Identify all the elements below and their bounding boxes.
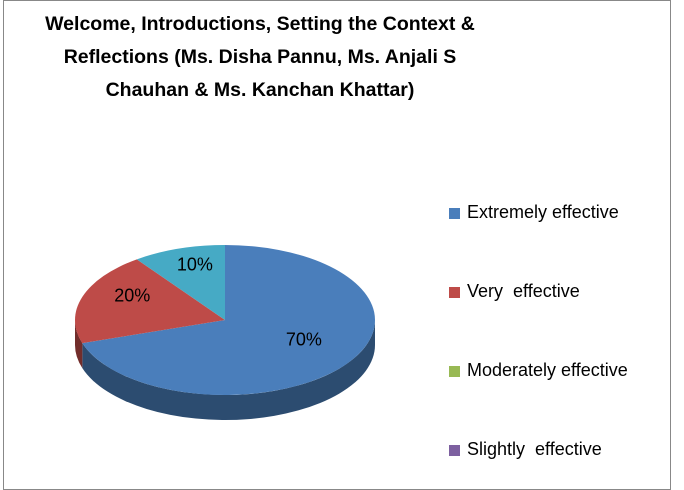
legend-label: Extremely effective xyxy=(467,202,619,222)
legend-swatch xyxy=(449,366,460,377)
pie-side xyxy=(75,320,83,369)
data-label: 70% xyxy=(286,329,322,349)
legend-swatch xyxy=(449,208,460,219)
data-label: 10% xyxy=(177,254,213,274)
legend-swatch xyxy=(449,445,460,456)
legend-label: Very effective xyxy=(467,281,580,301)
pie-slice xyxy=(136,245,225,320)
legend-label: Slightly effective xyxy=(467,439,602,459)
legend-label: Moderately effective xyxy=(467,360,628,380)
chart-title: Welcome, Introductions, Setting the Cont… xyxy=(45,13,475,101)
legend-swatch xyxy=(449,287,460,298)
pie-slice xyxy=(82,245,375,395)
pie-slice xyxy=(74,259,225,344)
pie-side xyxy=(82,320,375,420)
data-label: 20% xyxy=(114,286,150,306)
